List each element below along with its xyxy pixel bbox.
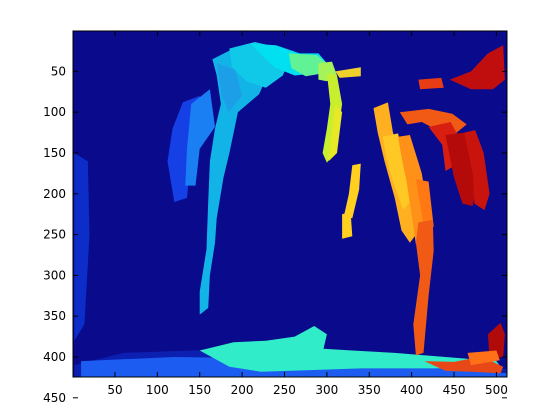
x-tick-label: 400: [400, 383, 423, 397]
heatmap-region: [335, 67, 361, 78]
heatmap-region: [216, 63, 243, 113]
heatmap-region: [328, 104, 343, 162]
y-tick-label: 100: [43, 105, 66, 119]
heatmap-region: [342, 211, 353, 239]
x-tick-label: 450: [443, 383, 466, 397]
x-tick-label: 300: [315, 383, 338, 397]
heatmap-region: [382, 133, 410, 211]
heatmap-region: [418, 77, 444, 90]
heatmap-region: [398, 135, 431, 247]
heatmap-region: [74, 153, 90, 341]
x-tick-label: 200: [231, 383, 254, 397]
y-axis: 50 100 150 200 250 300 350 400 450: [43, 64, 507, 405]
heatmap-region: [487, 322, 505, 359]
heatmap-region: [185, 89, 215, 186]
x-tick-label: 50: [107, 383, 122, 397]
axes-frame: [72, 30, 508, 378]
y-tick-label: 200: [43, 187, 66, 201]
y-tick-label: 300: [43, 268, 66, 282]
y-tick-label: 50: [51, 64, 66, 78]
plot-area: [73, 31, 507, 377]
heatmap-region: [413, 219, 434, 356]
heatmap-region: [449, 45, 505, 90]
heatmap-region: [464, 130, 490, 211]
x-axis: 50 100 150 200 250 300 350 400 450 500: [107, 31, 508, 397]
heatmap-region: [199, 326, 501, 372]
y-tick-label: 400: [43, 350, 66, 364]
heatmap-region: [288, 53, 327, 77]
x-tick-label: 100: [146, 383, 169, 397]
heatmap-region: [467, 350, 500, 366]
y-tick-label: 450: [43, 391, 66, 405]
x-tick-label: 500: [485, 383, 508, 397]
y-tick-label: 150: [43, 146, 66, 160]
y-tick-label: 350: [43, 309, 66, 323]
x-tick-label: 350: [358, 383, 381, 397]
x-tick-label: 150: [188, 383, 211, 397]
y-tick-label: 250: [43, 228, 66, 242]
heatmap-region: [322, 73, 343, 163]
heatmap-region: [343, 163, 361, 219]
x-tick-label: 250: [273, 383, 296, 397]
heatmap-background: [73, 31, 507, 377]
